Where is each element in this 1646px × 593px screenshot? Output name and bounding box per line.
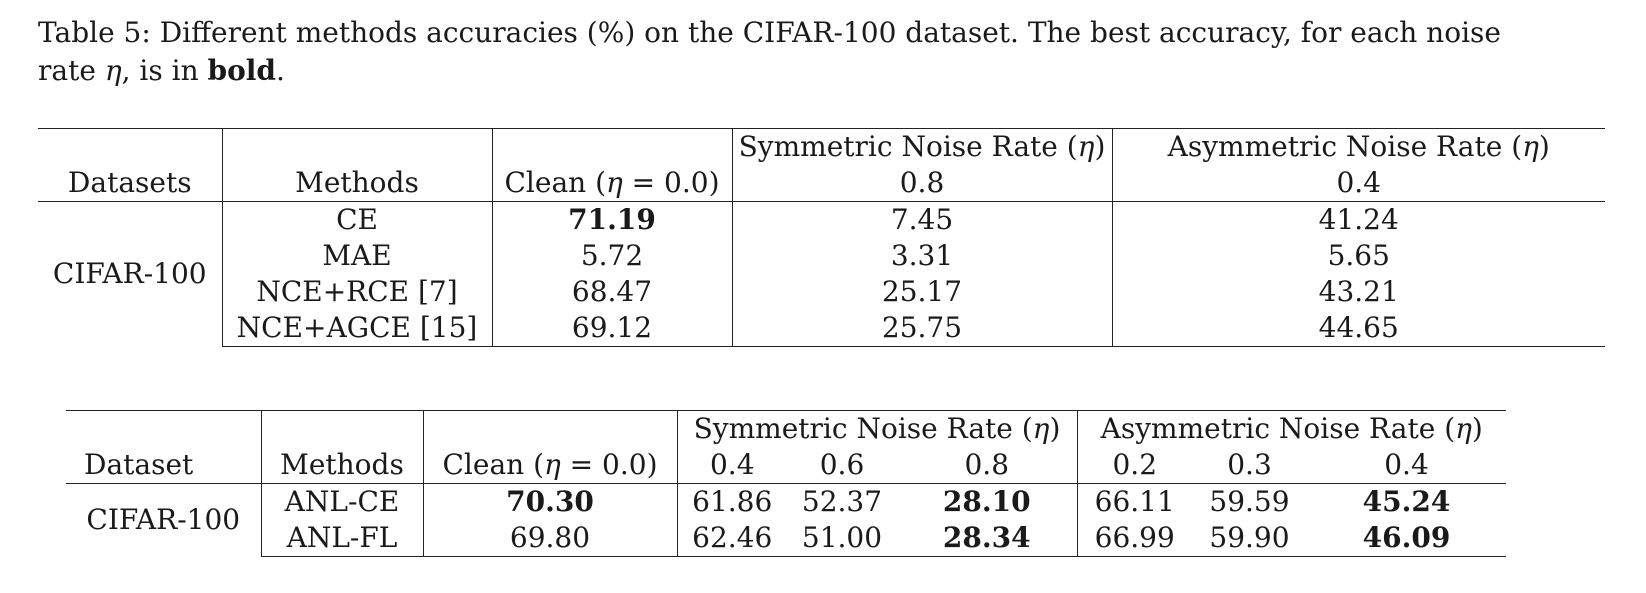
method-cell: NCE+AGCE [15] <box>222 310 493 347</box>
table-row: NCE+AGCE [15] 69.12 25.75 44.65 <box>38 310 1605 347</box>
t1-sym-rate: 0.8 <box>732 165 1113 202</box>
t2-clean-header: Clean (η = 0.0) <box>423 447 678 484</box>
caption-end: . <box>275 54 285 87</box>
sym-cell: 61.86 <box>692 485 773 518</box>
sym-cell: 28.34 <box>897 520 1078 557</box>
asym-cell: 66.99 <box>1077 520 1192 557</box>
t2-dataset-header: Dataset <box>66 447 262 484</box>
caption-text-a: Different methods accuracies (%) on the … <box>38 16 1501 87</box>
sym-cell: 25.17 <box>732 274 1113 310</box>
table-row: NCE+RCE [7] 68.47 25.17 43.21 <box>38 274 1605 310</box>
sym-cell: 62.46 <box>677 520 787 557</box>
asym-cell: 43.21 <box>1318 275 1399 308</box>
t2-sym-rate: 0.6 <box>787 447 897 484</box>
method-cell: ANL-CE <box>261 483 424 520</box>
caption-eta: η <box>104 54 122 87</box>
method-cell: ANL-FL <box>261 520 424 557</box>
sym-cell: 28.10 <box>897 483 1078 520</box>
table-row: ANL-FL 69.80 62.46 51.00 28.34 66.99 59.… <box>66 520 1506 557</box>
t1-datasets-header: Datasets <box>38 165 223 202</box>
t2-asym-rate: 0.3 <box>1192 447 1307 484</box>
clean-cell: 69.12 <box>492 310 733 347</box>
table-row: CIFAR-100 ANL-CE 70.30 61.86 52.37 28.10… <box>66 483 1506 557</box>
method-cell: CE <box>222 201 493 238</box>
t2-asym-header: Asymmetric Noise Rate (η) <box>1077 410 1506 447</box>
asym-cell: 41.24 <box>1318 203 1399 236</box>
clean-cell: 70.30 <box>423 483 678 520</box>
t2-sym-header: Symmetric Noise Rate (η) <box>677 410 1078 447</box>
t2-dataset-cell: CIFAR-100 <box>66 483 262 557</box>
t1-dataset-cell: CIFAR-100 <box>38 201 223 347</box>
t2-methods-header: Methods <box>261 447 424 484</box>
table-row: MAE 5.72 3.31 5.65 <box>38 238 1605 274</box>
t2-sym-rate: 0.8 <box>897 447 1078 484</box>
asym-cell: 5.65 <box>1327 239 1390 272</box>
method-cell: MAE <box>222 238 493 274</box>
t2-asym-rate: 0.4 <box>1307 447 1506 484</box>
t1-methods-header: Methods <box>222 165 493 202</box>
t2-asym-rate: 0.2 <box>1077 447 1192 484</box>
t1-sym-header: Symmetric Noise Rate (η) <box>732 128 1113 165</box>
clean-cell: 69.80 <box>423 520 678 557</box>
asym-cell: 59.59 <box>1209 485 1290 518</box>
asym-cell: 59.90 <box>1192 520 1307 557</box>
results-table-1: Symmetric Noise Rate (η) Asymmetric Nois… <box>38 128 1605 347</box>
results-table-2: Symmetric Noise Rate (η) Asymmetric Nois… <box>66 410 1506 557</box>
asym-cell: 45.24 <box>1362 485 1451 518</box>
table-row: CIFAR-100 CE 71.19 7.45 41.24 <box>38 201 1605 347</box>
asym-cell: 66.11 <box>1094 485 1175 518</box>
asym-cell: 44.65 <box>1112 310 1605 347</box>
clean-cell: 68.47 <box>492 274 733 310</box>
sym-cell: 52.37 <box>801 485 883 518</box>
caption-text-b: , is in <box>121 54 208 87</box>
clean-cell: 5.72 <box>492 238 733 274</box>
caption-label: Table 5: <box>38 16 151 49</box>
sym-cell: 51.00 <box>787 520 897 557</box>
table-caption: Table 5: Different methods accuracies (%… <box>38 14 1538 90</box>
t1-asym-header: Asymmetric Noise Rate (η) <box>1112 128 1605 165</box>
method-cell: NCE+RCE [7] <box>222 274 493 310</box>
t1-asym-rate: 0.4 <box>1112 165 1605 202</box>
t1-clean-header: Clean (η = 0.0) <box>492 165 733 202</box>
caption-bold-word: bold <box>207 54 276 87</box>
clean-cell: 71.19 <box>492 201 733 238</box>
sym-cell: 3.31 <box>732 238 1113 274</box>
asym-cell: 46.09 <box>1307 520 1506 557</box>
sym-cell: 7.45 <box>732 201 1113 238</box>
t2-sym-rate: 0.4 <box>677 447 787 484</box>
sym-cell: 25.75 <box>732 310 1113 347</box>
